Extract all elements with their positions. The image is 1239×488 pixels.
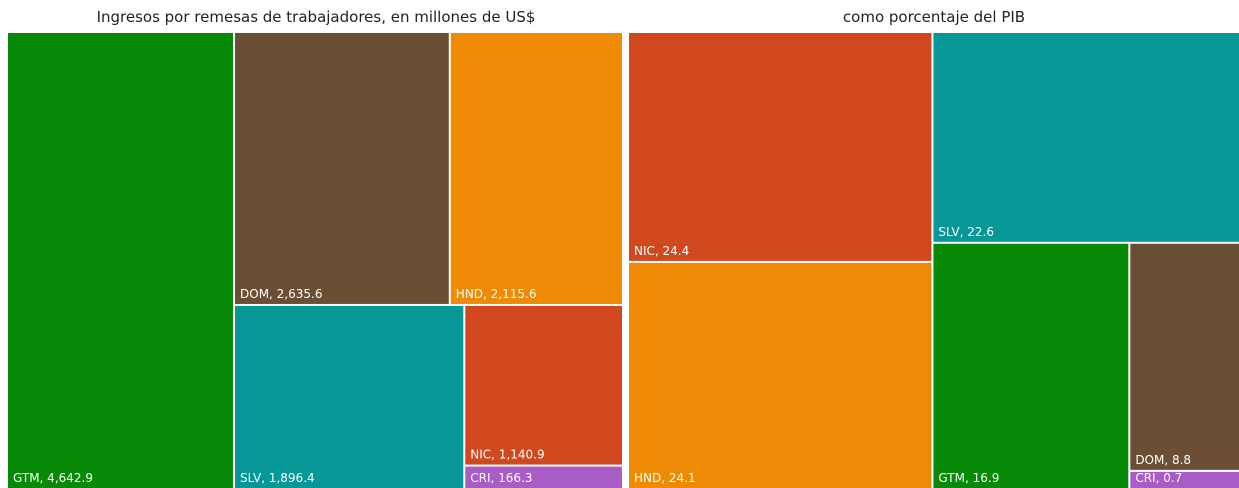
cell-label: NIC, 1,140.9 <box>470 448 544 462</box>
treemap-cell <box>465 466 622 488</box>
cell-label: CRI, 0.7 <box>1135 471 1182 485</box>
cell-label: SLV, 1,896.4 <box>240 471 315 485</box>
cell-label: HND, 2,115.6 <box>456 287 537 301</box>
treemap-cell <box>465 305 622 465</box>
treemap-cell <box>450 33 622 304</box>
treemap-cell <box>8 33 234 488</box>
treemap-cell <box>235 33 449 304</box>
chart-title: Ingresos por remesas de trabajadores, en… <box>97 8 536 26</box>
treemap-cell <box>1130 243 1239 470</box>
cell-label: NIC, 24.4 <box>634 244 689 258</box>
cell-label: SLV, 22.6 <box>938 225 994 239</box>
cell-label: GTM, 4,642.9 <box>13 471 93 485</box>
cell-label: DOM, 2,635.6 <box>240 287 322 301</box>
cell-label: CRI, 166.3 <box>470 471 532 485</box>
treemap-cell <box>933 33 1239 242</box>
cell-label: DOM, 8.8 <box>1135 453 1191 467</box>
treemap-cell <box>933 243 1129 488</box>
treemap-cell <box>235 305 464 488</box>
treemap-cell <box>629 262 932 488</box>
treemap-cell <box>629 33 932 261</box>
cell-label: HND, 24.1 <box>634 471 696 485</box>
treemap-cell <box>1130 471 1239 488</box>
cell-label: GTM, 16.9 <box>938 471 999 485</box>
chart-title: como porcentaje del PIB <box>843 8 1025 26</box>
